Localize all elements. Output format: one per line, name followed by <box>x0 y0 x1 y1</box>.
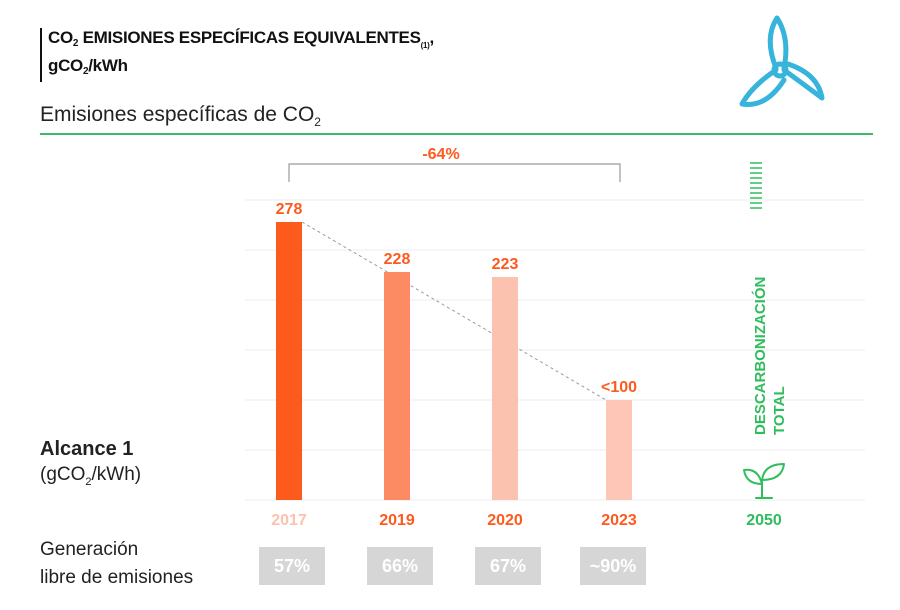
x-tick-2023: 2023 <box>601 512 637 529</box>
bar-label-2020: 223 <box>492 256 519 273</box>
x-tick-2020: 2020 <box>487 512 523 529</box>
header-divider <box>40 133 873 135</box>
x-tick-2019: 2019 <box>379 512 415 529</box>
y-axis-label-unit: (gCO2/kWh) <box>40 464 142 488</box>
generation-label: Generación libre de emisiones <box>40 536 193 592</box>
wind-turbine-icon <box>739 15 825 107</box>
y-axis-label: Alcance 1 (gCO2/kWh) <box>40 436 141 495</box>
x-axis-labels: 2017 2019 2020 2023 <box>271 512 637 529</box>
bracket-line <box>288 163 621 182</box>
target-label-line2: TOTAL <box>771 386 788 435</box>
chart-title: CO2 EMISIONES ESPECÍFICAS EQUIVALENTES(1… <box>40 28 434 82</box>
generation-value-2023: ~90% <box>580 547 646 585</box>
target-2050: DESCARBONIZACIÓN TOTAL 2050 <box>743 162 788 529</box>
chart-subtitle: Emisiones específicas de CO2 <box>40 103 321 130</box>
generation-label-line1: Generación <box>40 539 139 560</box>
bar-2019 <box>384 272 410 500</box>
generation-label-line2: libre de emisiones <box>40 567 194 588</box>
trend-line <box>301 221 607 401</box>
bar-label-2023: <100 <box>601 379 637 396</box>
target-dash-marks <box>750 162 762 209</box>
reduction-bracket: -64% <box>288 146 621 182</box>
x-tick-2017: 2017 <box>271 512 307 529</box>
gridlines <box>245 199 865 501</box>
bars: 278 228 223 <100 <box>276 201 637 500</box>
target-year: 2050 <box>746 512 782 529</box>
bar-label-2019: 228 <box>384 251 411 268</box>
bar-2020 <box>492 277 518 500</box>
chart-title-line2: gCO2/kWh <box>48 56 128 77</box>
generation-value-2020: 67% <box>475 547 541 585</box>
bracket-label: -64% <box>422 146 459 163</box>
bar-2017 <box>276 222 302 500</box>
y-axis-label-scope: Alcance 1 <box>40 438 134 460</box>
target-label-line1: DESCARBONIZACIÓN <box>751 277 769 435</box>
leaf-sprout-icon <box>743 463 785 499</box>
chart-title-line1: CO2 EMISIONES ESPECÍFICAS EQUIVALENTES(1… <box>48 28 434 50</box>
generation-value-2019: 66% <box>367 547 433 585</box>
bar-label-2017: 278 <box>276 201 303 218</box>
generation-value-2017: 57% <box>259 547 325 585</box>
bar-2023 <box>606 400 632 500</box>
